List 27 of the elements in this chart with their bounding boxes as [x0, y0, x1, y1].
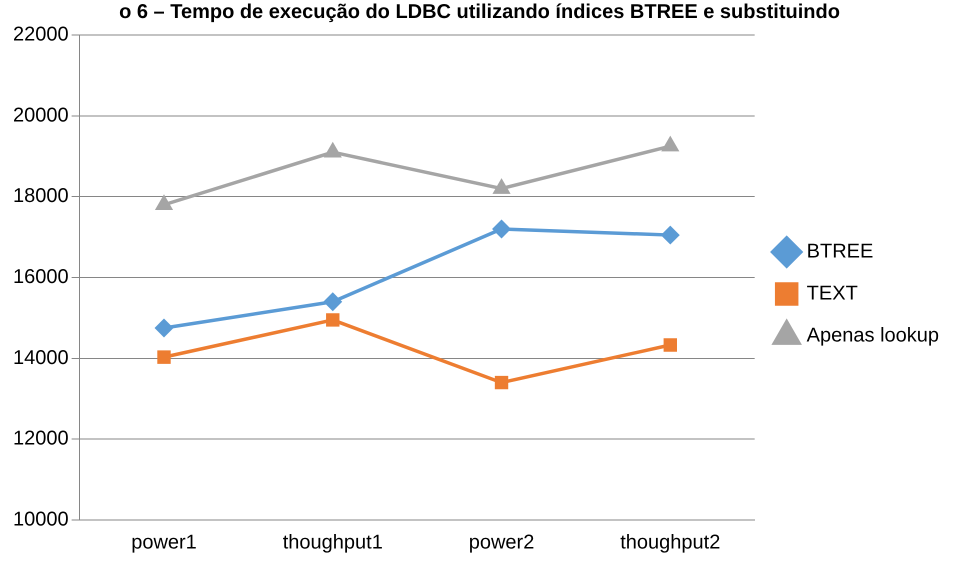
point: [494, 180, 510, 194]
legend-label: BTREE: [806, 240, 874, 263]
x-tick-label: power1: [131, 532, 197, 554]
y-tick-label: 14000: [12, 346, 69, 369]
point: [492, 220, 510, 238]
y-tick-label: 22000: [12, 24, 69, 46]
point: [156, 196, 172, 210]
point: [324, 143, 341, 158]
legend-label: TEXT: [806, 282, 858, 305]
point: [494, 376, 508, 390]
y-tick-label: 20000: [12, 104, 69, 126]
y-tick-label: 10000: [12, 508, 69, 531]
y-tick-label: 18000: [12, 185, 69, 208]
point: [155, 319, 173, 337]
point: [662, 137, 678, 152]
x-tick-label: power2: [468, 532, 534, 554]
x-tick-label: thoughput2: [620, 532, 720, 554]
point: [324, 293, 342, 310]
legend-label: Apenas lookup: [806, 324, 940, 347]
point: [326, 313, 340, 327]
point: [662, 226, 680, 244]
point: [664, 338, 677, 352]
y-tick-label: 16000: [12, 266, 69, 288]
point: [157, 350, 171, 364]
y-tick-label: 12000: [12, 428, 69, 450]
chart-title: o 6 – Tempo de execução do LDBC utilizando índices BTREE e substituindo: [118, 0, 841, 24]
x-tick-label: thoughput1: [282, 532, 383, 554]
